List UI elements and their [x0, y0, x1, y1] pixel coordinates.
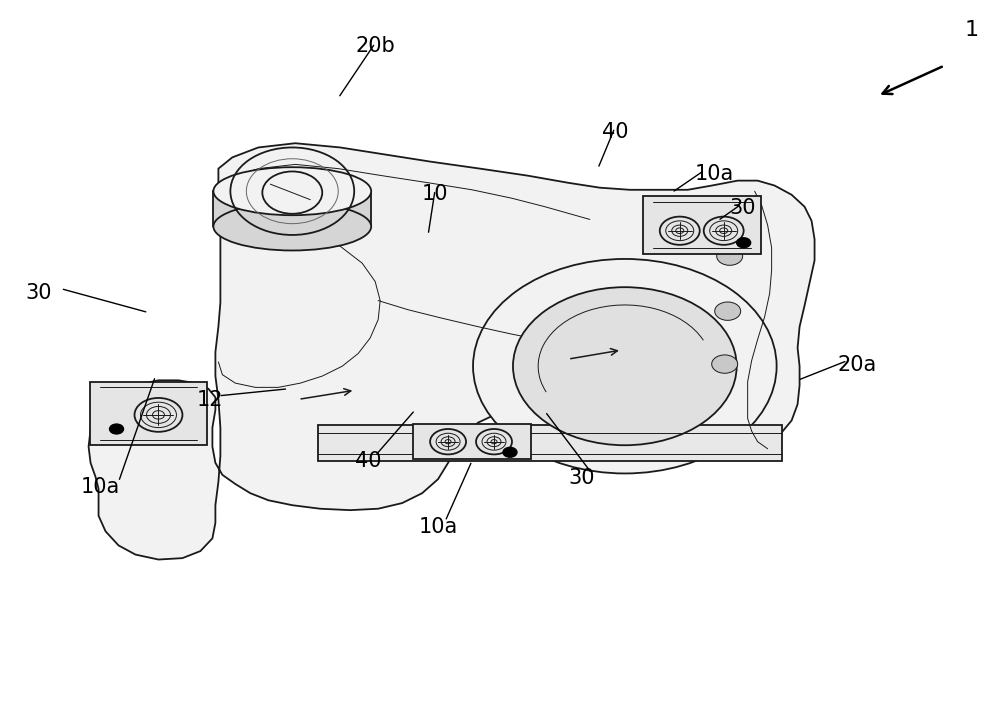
Text: 1: 1	[964, 21, 978, 40]
Polygon shape	[213, 191, 371, 226]
Text: 12: 12	[197, 390, 224, 410]
Circle shape	[715, 302, 741, 320]
Circle shape	[513, 287, 737, 445]
Circle shape	[473, 259, 777, 474]
Text: 10: 10	[422, 184, 448, 204]
Text: 40: 40	[602, 122, 628, 142]
Text: 20b: 20b	[355, 36, 395, 56]
Circle shape	[717, 247, 743, 265]
Circle shape	[712, 355, 738, 373]
Text: 10a: 10a	[81, 477, 120, 497]
Text: 40: 40	[355, 451, 381, 471]
Ellipse shape	[213, 202, 371, 250]
Text: 10a: 10a	[695, 165, 734, 185]
Ellipse shape	[213, 168, 371, 215]
Polygon shape	[318, 426, 782, 461]
Polygon shape	[90, 382, 207, 445]
Circle shape	[503, 448, 517, 457]
Text: 30: 30	[26, 283, 52, 303]
Polygon shape	[413, 424, 531, 460]
Polygon shape	[89, 144, 815, 559]
Circle shape	[110, 424, 124, 434]
Text: 10a: 10a	[418, 518, 458, 537]
Text: 20a: 20a	[838, 355, 877, 375]
Text: 30: 30	[730, 198, 756, 218]
Polygon shape	[643, 196, 761, 254]
Text: 30: 30	[569, 468, 595, 488]
Circle shape	[737, 238, 751, 247]
